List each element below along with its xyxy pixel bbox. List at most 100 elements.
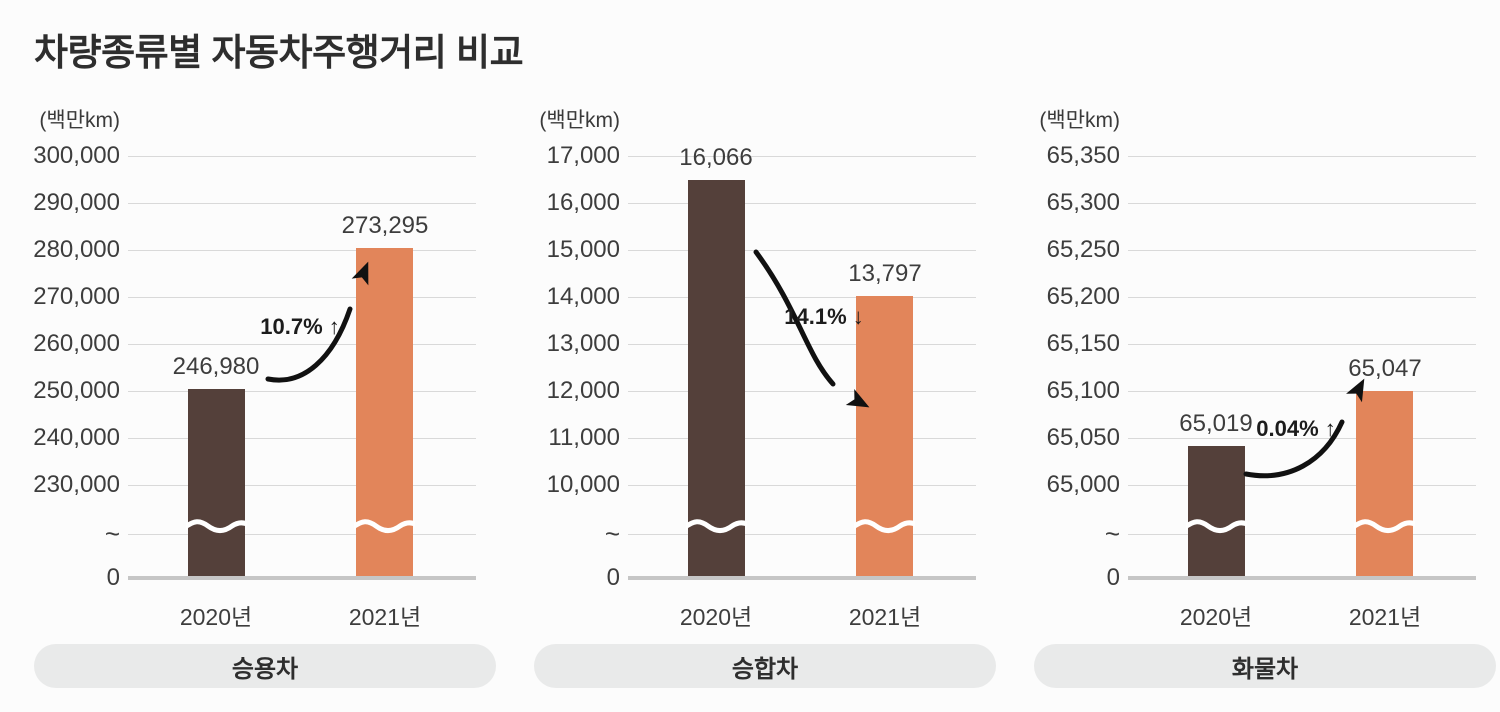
change-percent-label: 14.1% ↓ [784,304,864,329]
gridline-6 [628,438,976,439]
value-label-curr: 65,047 [1348,355,1422,382]
y-axis-tick-5: 250,000 [33,377,120,404]
change-arrow-icon [753,249,870,408]
value-label-prev: 65,019 [1179,410,1253,437]
gridline-5 [628,391,976,392]
bar-curr [854,296,915,576]
x-axis-label-prev: 2020년 [179,604,253,630]
y-axis-tick-8: ~ [1104,518,1120,549]
y-axis-tick-3: 270,000 [33,283,120,310]
y-axis-tick-2: 65,250 [1046,236,1120,263]
change-arrow-icon [1243,378,1365,479]
bar-axis-break-icon [1354,518,1415,534]
y-axis-tick-9: 0 [1106,564,1120,591]
plot-area: 246,980 273,295 10.7% ↑ [128,104,476,594]
value-label-prev: 246,980 [172,353,260,380]
y-axis-tick-8: ~ [104,518,120,549]
y-axis-labels: 17,000 16,000 15,000 14,000 13,000 12,000 11,0… [500,104,620,594]
value-label-prev: 16,066 [679,144,753,171]
axis-unit-label: (백만km) [39,109,120,132]
y-axis-tick-6: 240,000 [33,424,120,451]
y-axis-tick-4: 13,000 [546,330,620,357]
gridline-7 [1128,485,1476,486]
change-percent-label: 0.04% ↑ [1256,416,1336,441]
y-axis-tick-7: 65,000 [1046,471,1120,498]
gridline-4 [128,344,476,345]
gridline-3 [128,297,476,298]
x-axis-label-prev: 2020년 [679,604,753,630]
y-axis-tick-4: 260,000 [33,330,120,357]
y-axis-tick-6: 11,000 [548,424,620,451]
category-pill-label: 승합차 [731,655,799,683]
gridline-7 [128,485,476,486]
y-axis-tick-9: 0 [606,564,620,591]
x-axis-label-curr: 2021년 [1348,604,1422,630]
gridline-1 [1128,203,1476,204]
x-axis-label-curr: 2021년 [848,604,922,630]
x-axis-labels: 2020년 2021년 [628,598,976,638]
plot-area: 65,019 65,047 0.04% ↑ [1128,104,1476,594]
y-axis-labels: 65,350 65,300 65,250 65,200 65,150 65,100 65,0… [1000,104,1120,594]
chart-panel-2: (백만km) 17,000 16,000 15,000 14,000 13,000 12,0… [500,104,1000,704]
x-axis-label-prev: 2020년 [1179,604,1253,630]
y-axis-tick-5: 65,100 [1046,377,1120,404]
axis-unit-label: (백만km) [539,109,620,132]
change-percent-label: 10.7% ↑ [260,314,340,339]
bar-axis-break-icon [1186,518,1247,534]
gridline-7 [628,485,976,486]
plot-area: 16,066 13,797 14.1% ↓ [628,104,976,594]
axis-baseline [628,576,976,580]
gridline-0 [128,156,476,157]
gridline-4 [1128,344,1476,345]
y-axis-tick-9: 0 [106,564,120,591]
gridline-0 [628,156,976,157]
chart-panel-3: (백만km) 65,350 65,300 65,250 65,200 65,150 65,1… [1000,104,1500,704]
gridline-break [1128,534,1476,535]
category-pill-label: 화물차 [1231,655,1299,683]
gridline-5 [1128,391,1476,392]
chart-panel-1: (백만km) 300,000 290,000 280,000 270,000 260,00… [0,104,500,704]
gridline-2 [1128,250,1476,251]
bar-prev [186,389,247,576]
category-pill-2: 승합차 [534,644,996,688]
gridline-2 [128,250,476,251]
y-axis-tick-0: 17,000 [546,142,620,169]
bar-prev [686,180,747,576]
y-axis-tick-2: 15,000 [546,236,620,263]
bar-curr [1354,391,1415,576]
x-axis-labels: 2020년 2021년 [1128,598,1476,638]
chart-panels-container: (백만km) 300,000 290,000 280,000 270,000 260,00… [0,104,1500,704]
value-label-curr: 13,797 [848,260,922,287]
y-axis-tick-8: ~ [604,518,620,549]
x-axis-label-curr: 2021년 [348,604,422,630]
bar-axis-break-icon [686,518,747,534]
axis-unit-label: (백만km) [1039,109,1120,132]
y-axis-tick-0: 300,000 [33,142,120,169]
axis-baseline [128,576,476,580]
y-axis-tick-5: 12,000 [546,377,620,404]
gridline-5 [128,391,476,392]
category-pill-3: 화물차 [1034,644,1496,688]
bar-axis-break-icon [854,518,915,534]
bar-axis-break-icon [186,518,247,534]
y-axis-tick-1: 290,000 [33,189,120,216]
axis-baseline [1128,576,1476,580]
y-axis-tick-7: 230,000 [33,471,120,498]
y-axis-tick-3: 65,200 [1046,283,1120,310]
y-axis-tick-6: 65,050 [1046,424,1120,451]
y-axis-tick-1: 65,300 [1046,189,1120,216]
category-pill-1: 승용차 [34,644,496,688]
gridline-3 [1128,297,1476,298]
gridline-break [628,534,976,535]
bar-prev [1186,446,1247,576]
gridline-2 [628,250,976,251]
page-title: 차량종류별 자동차주행거리 비교 [34,32,524,73]
category-pill-label: 승용차 [231,655,299,683]
y-axis-tick-1: 16,000 [546,189,620,216]
y-axis-tick-2: 280,000 [33,236,120,263]
y-axis-tick-7: 10,000 [546,471,620,498]
y-axis-labels: 300,000 290,000 280,000 270,000 260,000 250,0… [0,104,120,594]
gridline-3 [628,297,976,298]
bar-curr [354,248,415,576]
gridline-6 [128,438,476,439]
